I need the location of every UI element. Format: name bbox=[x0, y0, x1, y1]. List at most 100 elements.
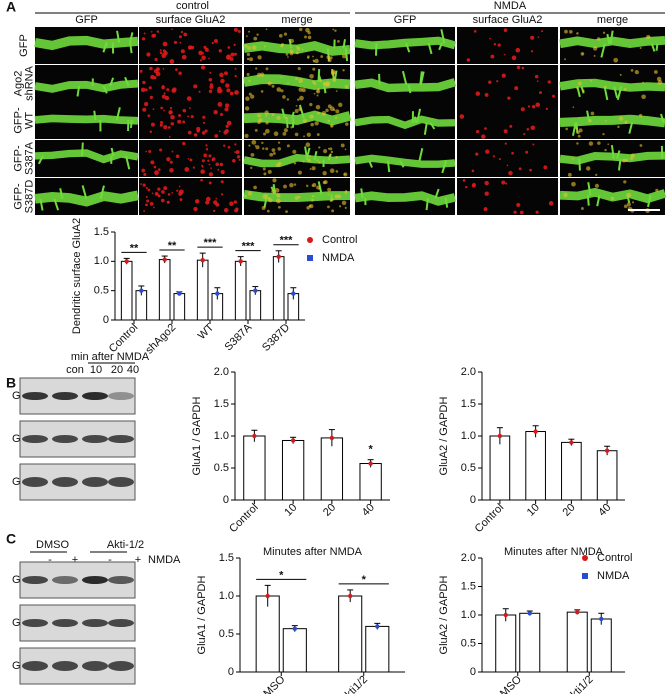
puncta bbox=[163, 109, 165, 112]
puncta bbox=[287, 56, 289, 58]
puncta bbox=[161, 190, 165, 194]
puncta bbox=[593, 46, 598, 51]
bar bbox=[255, 595, 280, 673]
puncta bbox=[253, 36, 258, 41]
puncta bbox=[209, 71, 212, 74]
puncta bbox=[208, 172, 214, 177]
puncta bbox=[156, 30, 160, 33]
puncta bbox=[265, 28, 268, 31]
spine bbox=[418, 148, 424, 162]
puncta bbox=[289, 51, 294, 56]
puncta bbox=[169, 168, 174, 173]
mean-dot bbox=[290, 438, 296, 443]
puncta bbox=[177, 119, 182, 124]
puncta bbox=[201, 164, 204, 167]
significance: ** bbox=[168, 240, 177, 252]
puncta bbox=[150, 30, 153, 33]
puncta bbox=[505, 182, 508, 185]
puncta bbox=[193, 206, 198, 212]
puncta bbox=[149, 130, 153, 133]
puncta bbox=[140, 183, 143, 185]
puncta bbox=[249, 57, 253, 62]
puncta bbox=[294, 109, 299, 113]
puncta bbox=[504, 142, 507, 145]
puncta bbox=[262, 167, 266, 171]
spine bbox=[660, 113, 665, 123]
mean-dot bbox=[200, 257, 205, 263]
spine bbox=[655, 43, 659, 51]
puncta bbox=[144, 88, 148, 92]
puncta bbox=[178, 71, 182, 75]
puncta bbox=[296, 45, 299, 48]
bar bbox=[359, 463, 382, 501]
puncta bbox=[285, 52, 289, 56]
puncta bbox=[287, 82, 289, 85]
x-tick-label: 40 bbox=[596, 502, 613, 519]
puncta bbox=[513, 210, 517, 214]
puncta bbox=[266, 209, 270, 213]
puncta bbox=[318, 161, 321, 164]
mean-dot bbox=[527, 611, 532, 616]
band bbox=[22, 435, 48, 443]
significance: * bbox=[368, 444, 373, 456]
puncta bbox=[263, 172, 267, 176]
puncta bbox=[145, 196, 148, 199]
spine bbox=[81, 142, 84, 157]
puncta bbox=[297, 98, 300, 101]
puncta bbox=[153, 165, 157, 169]
puncta bbox=[303, 135, 305, 138]
puncta bbox=[586, 166, 591, 171]
puncta bbox=[295, 104, 298, 107]
band bbox=[52, 392, 78, 400]
puncta bbox=[521, 66, 525, 70]
mean-dot bbox=[503, 612, 508, 618]
puncta bbox=[530, 125, 536, 131]
puncta bbox=[276, 198, 281, 204]
puncta bbox=[595, 173, 598, 177]
puncta bbox=[202, 115, 206, 119]
puncta bbox=[140, 87, 146, 93]
dendrite bbox=[559, 36, 666, 49]
puncta bbox=[588, 118, 592, 123]
puncta bbox=[215, 202, 220, 207]
puncta bbox=[484, 92, 489, 97]
puncta bbox=[484, 127, 487, 130]
x-tick-label: DMSO bbox=[492, 673, 524, 694]
puncta bbox=[334, 29, 337, 32]
puncta bbox=[267, 169, 272, 174]
puncta bbox=[153, 206, 155, 209]
puncta bbox=[623, 180, 627, 184]
puncta bbox=[630, 153, 635, 158]
puncta bbox=[529, 168, 532, 172]
x-tick-label: 20 bbox=[561, 502, 578, 519]
spine bbox=[441, 160, 448, 174]
puncta bbox=[262, 147, 265, 150]
puncta bbox=[144, 101, 149, 107]
y-tick-label: 1.5 bbox=[219, 552, 234, 564]
legend-marker bbox=[307, 255, 313, 261]
blot-label: - bbox=[108, 554, 112, 566]
puncta bbox=[234, 143, 237, 146]
puncta bbox=[220, 170, 225, 175]
puncta bbox=[571, 181, 576, 187]
band bbox=[52, 619, 78, 627]
puncta bbox=[496, 80, 499, 83]
puncta bbox=[141, 168, 146, 173]
puncta bbox=[230, 52, 235, 57]
spine bbox=[298, 104, 305, 119]
puncta bbox=[304, 35, 307, 39]
band bbox=[82, 619, 108, 627]
puncta bbox=[330, 150, 334, 154]
panel-label: B bbox=[6, 375, 16, 391]
puncta bbox=[145, 186, 148, 190]
puncta bbox=[308, 154, 312, 158]
puncta bbox=[564, 29, 568, 34]
puncta bbox=[503, 129, 508, 134]
spine bbox=[76, 85, 81, 97]
puncta bbox=[204, 129, 208, 133]
puncta bbox=[511, 55, 517, 61]
legend-label: NMDA bbox=[597, 570, 630, 582]
micrograph bbox=[457, 102, 558, 139]
puncta bbox=[327, 193, 330, 196]
y-tick-label: 0.5 bbox=[94, 285, 109, 297]
